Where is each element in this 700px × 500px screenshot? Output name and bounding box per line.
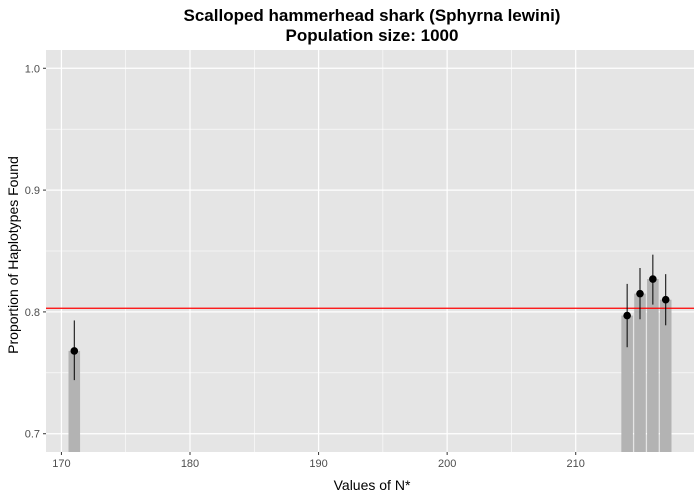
points-group <box>70 275 670 355</box>
bar <box>634 293 646 452</box>
x-tick-label: 170 <box>52 458 70 470</box>
x-axis: 170 180 190 200 210 <box>52 452 585 470</box>
bar <box>659 299 672 452</box>
x-tick-label: 210 <box>567 458 585 470</box>
x-axis-title: Values of N* <box>334 477 411 493</box>
x-tick-label: 180 <box>181 458 199 470</box>
y-axis: 0.7 0.8 0.9 1.0 <box>25 63 46 441</box>
grid-lines <box>46 50 694 452</box>
y-tick-label: 0.9 <box>25 185 40 197</box>
x-tick-label: 200 <box>438 458 456 470</box>
data-point <box>649 275 657 283</box>
chart-title: Scalloped hammerhead shark (Sphyrna lewi… <box>184 6 561 25</box>
bar <box>647 279 659 452</box>
data-point <box>623 311 631 320</box>
data-point <box>661 295 670 304</box>
bar <box>621 315 633 452</box>
y-tick-label: 1.0 <box>25 63 40 75</box>
data-point <box>636 289 644 298</box>
y-tick-label: 0.8 <box>25 307 40 319</box>
x-tick-label: 190 <box>309 458 327 470</box>
y-axis-title: Proportion of Haplotypes Found <box>5 156 21 354</box>
chart-subtitle: Population size: 1000 <box>286 26 459 45</box>
data-point <box>70 347 79 355</box>
y-tick-label: 0.7 <box>25 429 40 441</box>
bars-group <box>68 279 672 452</box>
bar <box>68 350 81 452</box>
